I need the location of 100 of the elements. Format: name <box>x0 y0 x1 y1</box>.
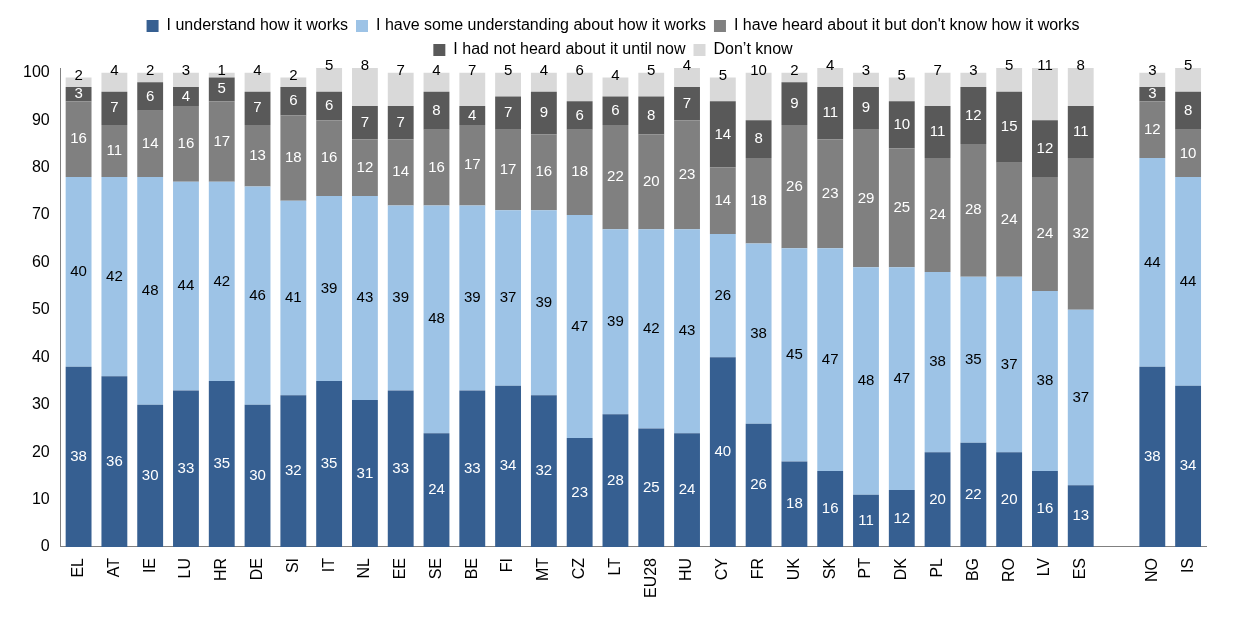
bar <box>101 177 128 377</box>
data-label: 20 <box>642 171 660 189</box>
x-tick-label: IT <box>319 557 337 573</box>
x-tick-label: LU <box>176 557 194 579</box>
x-tick-label: NO <box>1142 557 1160 582</box>
x-tick-label: HU <box>677 557 695 582</box>
data-label: 7 <box>396 112 405 130</box>
data-label: 17 <box>499 160 517 178</box>
bar <box>208 181 235 381</box>
bar <box>280 200 307 396</box>
x-tick-label: AT <box>104 557 122 578</box>
bar <box>817 68 844 87</box>
y-tick-label: 20 <box>31 442 50 460</box>
bar <box>996 91 1023 163</box>
data-label: 29 <box>857 188 875 206</box>
data-label: 18 <box>284 148 302 166</box>
data-label: 43 <box>356 288 374 306</box>
data-label: 36 <box>106 451 123 469</box>
data-label: 3 <box>861 60 871 78</box>
data-label: 16 <box>320 148 338 166</box>
bar <box>1175 177 1202 386</box>
data-label: 45 <box>786 345 803 363</box>
bar <box>566 215 593 438</box>
bar <box>101 124 128 178</box>
bar <box>387 390 414 547</box>
data-label: 34 <box>499 456 517 474</box>
bar <box>244 404 271 547</box>
data-label: 30 <box>141 465 159 483</box>
data-label: 8 <box>432 100 441 118</box>
data-label: 7 <box>933 60 942 78</box>
y-tick-label: 50 <box>31 300 50 318</box>
bar <box>1032 120 1058 178</box>
data-label: 12 <box>356 157 374 175</box>
data-label: 39 <box>463 288 481 306</box>
data-label: 5 <box>647 60 656 78</box>
bar <box>351 399 378 547</box>
bar <box>996 162 1023 277</box>
y-tick-label: 100 <box>22 63 50 81</box>
bar <box>351 139 378 197</box>
data-label: 4 <box>682 56 692 74</box>
bar <box>137 177 164 405</box>
bar <box>602 414 629 547</box>
bar <box>1032 177 1058 291</box>
data-label: 39 <box>392 288 410 306</box>
bar <box>137 110 164 178</box>
bar <box>316 120 343 197</box>
data-label: 17 <box>463 155 481 173</box>
data-label: 39 <box>535 292 553 310</box>
bar <box>316 196 343 381</box>
bar <box>1067 158 1094 310</box>
data-label: 23 <box>678 164 696 182</box>
x-tick-label: SK <box>820 557 838 580</box>
bar <box>674 120 700 230</box>
bar <box>638 134 665 230</box>
bar <box>888 101 915 149</box>
bar <box>566 129 593 216</box>
data-label: 14 <box>392 162 410 180</box>
data-label: 47 <box>893 368 911 386</box>
bar <box>208 77 235 102</box>
data-label: 26 <box>714 285 732 303</box>
bar <box>316 68 343 92</box>
data-label: 3 <box>74 84 83 102</box>
x-tick-label: PT <box>856 557 874 579</box>
bar <box>1032 290 1058 472</box>
bar <box>244 91 271 125</box>
bar <box>853 86 879 130</box>
bar <box>1139 366 1166 547</box>
bar <box>280 395 307 547</box>
x-tick-label: SI <box>283 557 301 574</box>
data-label: 4 <box>110 60 119 78</box>
data-label: 6 <box>575 105 584 123</box>
data-label: 26 <box>750 475 767 493</box>
bar <box>1032 471 1058 547</box>
bar <box>638 96 665 135</box>
data-label: 40 <box>70 262 87 280</box>
bar <box>888 148 915 268</box>
data-label: 10 <box>750 60 767 78</box>
data-label: 22 <box>607 167 624 185</box>
bar <box>781 461 808 547</box>
data-label: 37 <box>499 288 517 306</box>
bar <box>387 205 414 391</box>
bar <box>817 471 844 547</box>
data-label: 48 <box>428 309 445 327</box>
x-tick-label: SE <box>426 557 444 580</box>
data-label: 11 <box>1037 56 1053 74</box>
data-label: 33 <box>463 458 481 476</box>
legend-label: I had not heard about it until now <box>453 40 686 58</box>
data-label: 4 <box>468 105 477 123</box>
data-label: 4 <box>181 86 191 104</box>
x-tick-label: FI <box>498 557 516 573</box>
data-label: 12 <box>1143 119 1161 137</box>
bar <box>781 248 808 462</box>
x-tick-label: MT <box>534 557 552 582</box>
data-label: 5 <box>1004 56 1014 74</box>
data-label: 25 <box>642 477 660 495</box>
x-tick-label: FR <box>749 557 767 580</box>
data-label: 7 <box>253 98 262 116</box>
legend-label: I have some understanding about how it works <box>375 16 706 34</box>
data-label: 9 <box>539 103 549 121</box>
bar <box>745 243 772 424</box>
